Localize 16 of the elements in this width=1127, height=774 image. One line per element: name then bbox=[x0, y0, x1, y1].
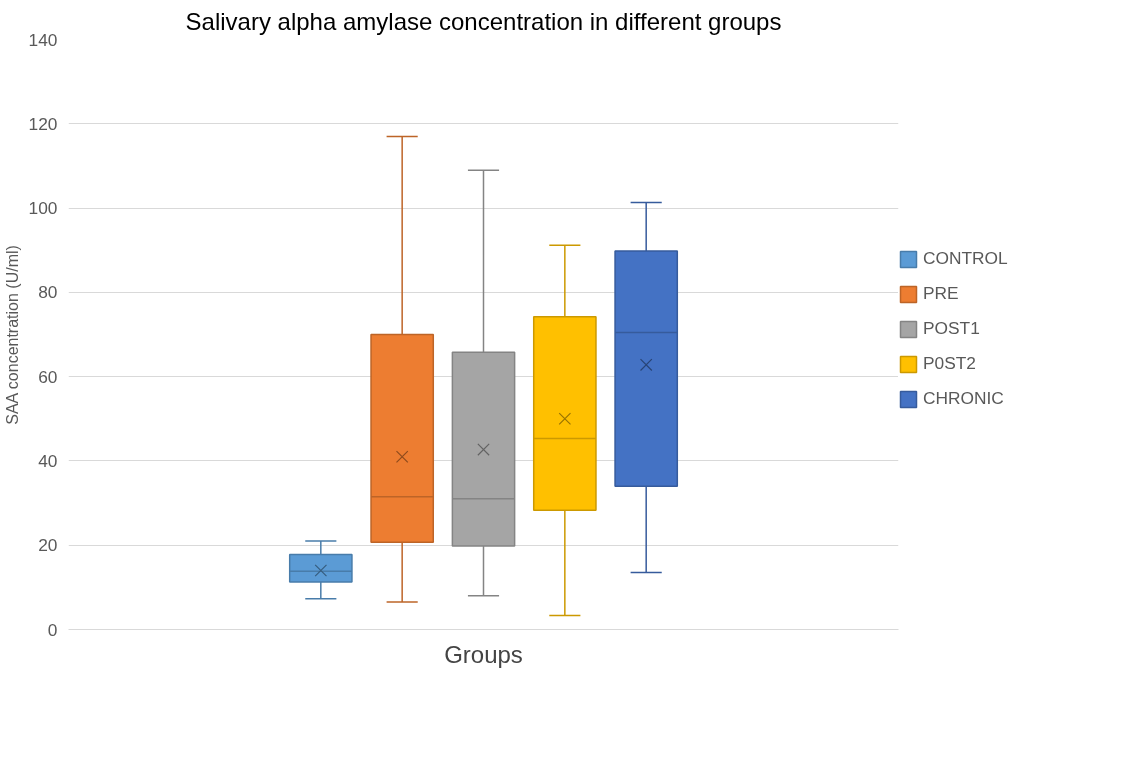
legend-label: P0ST2 bbox=[923, 353, 977, 374]
y-tick-label: 40 bbox=[38, 450, 58, 471]
x-axis-title: Groups bbox=[444, 640, 523, 668]
y-tick-label: 20 bbox=[38, 535, 58, 556]
legend-label: PRE bbox=[923, 283, 960, 304]
legend-label: POST1 bbox=[923, 318, 981, 339]
y-tick-label: 80 bbox=[38, 282, 58, 303]
y-tick-label: 120 bbox=[28, 113, 58, 134]
y-axis-title: SAA concentration (U/ml) bbox=[3, 245, 21, 425]
legend-label: CHRONIC bbox=[923, 388, 1005, 409]
y-tick-label: 100 bbox=[28, 198, 58, 219]
y-tick-label: 60 bbox=[38, 366, 58, 387]
legend-label: CONTROL bbox=[923, 248, 1009, 269]
y-tick-label: 0 bbox=[47, 619, 58, 640]
y-tick-label: 140 bbox=[28, 29, 58, 50]
chart-title: Salivary alpha amylase concentration in different groups bbox=[185, 7, 782, 35]
